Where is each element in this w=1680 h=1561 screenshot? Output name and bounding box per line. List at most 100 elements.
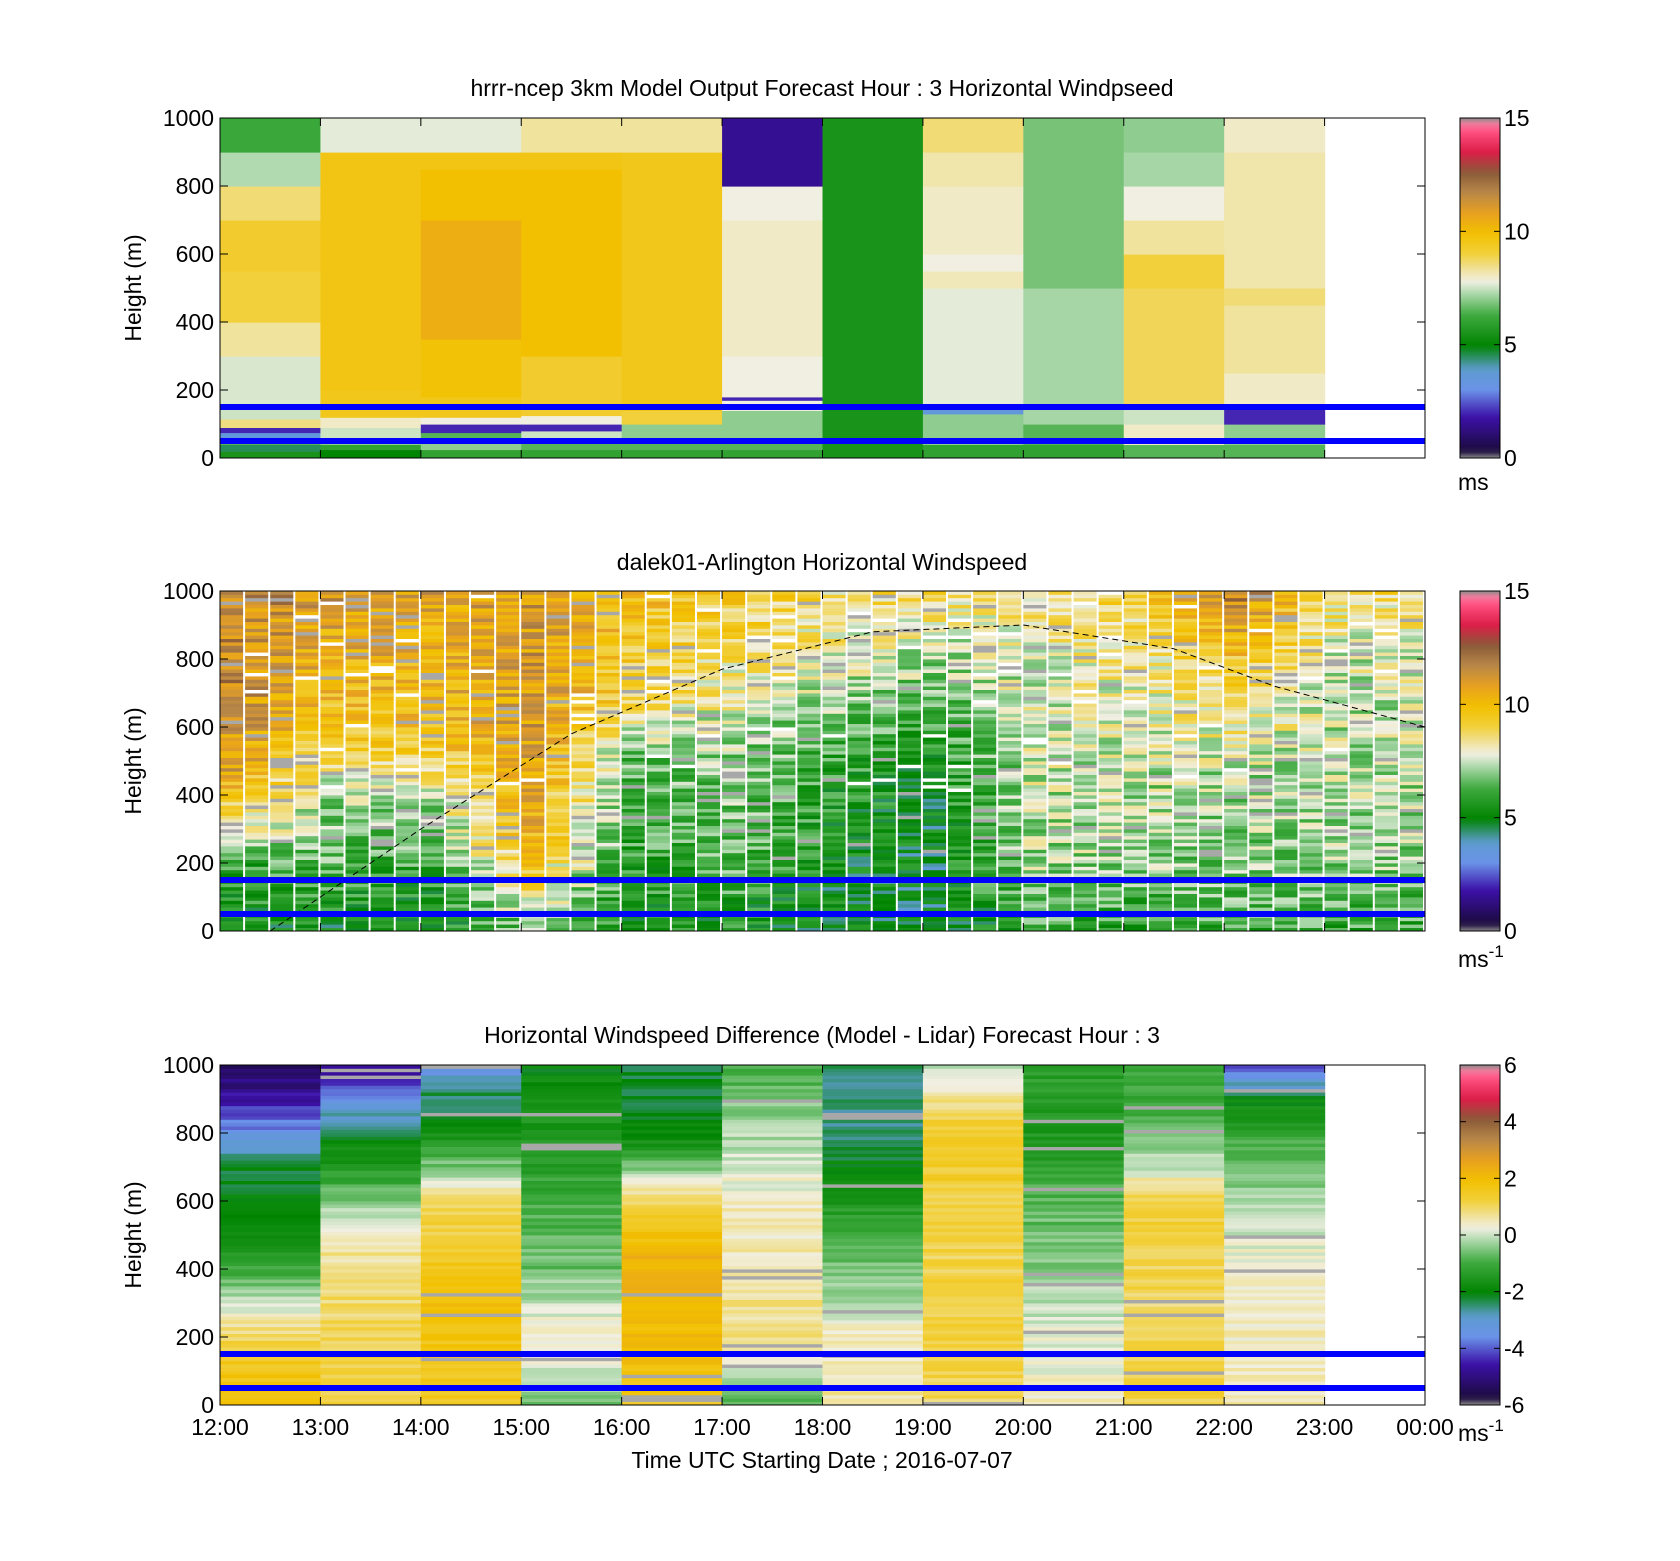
heatmap-cell xyxy=(345,621,369,626)
heatmap-cell xyxy=(496,829,520,833)
heatmap-cell xyxy=(922,900,947,905)
heatmap-cell xyxy=(1349,665,1373,670)
heatmap-cell xyxy=(220,886,244,891)
heatmap-cell xyxy=(295,628,319,633)
heatmap-cell xyxy=(671,808,695,813)
heatmap-cell xyxy=(973,669,997,673)
heatmap-cell xyxy=(772,907,796,911)
heatmap-cell xyxy=(772,842,796,847)
heatmap-cell xyxy=(1349,886,1373,891)
heatmap-cell xyxy=(521,672,545,677)
heatmap-cell xyxy=(546,829,570,833)
heatmap-cell xyxy=(1299,883,1323,888)
heatmap-cell xyxy=(1148,744,1172,748)
heatmap-cell xyxy=(671,757,695,762)
heatmap-cell xyxy=(320,625,344,629)
heatmap-cell xyxy=(1123,621,1147,626)
heatmap-cell xyxy=(897,737,921,741)
heatmap-cell xyxy=(948,693,972,697)
heatmap-cell xyxy=(471,716,495,721)
heatmap-cell xyxy=(521,659,545,663)
heatmap-cell xyxy=(1123,635,1147,639)
heatmap-cell xyxy=(245,839,269,843)
heatmap-cell xyxy=(596,829,620,833)
heatmap-cell xyxy=(1023,920,1047,925)
heatmap-cell xyxy=(621,655,645,660)
heatmap-cell xyxy=(370,886,394,891)
heatmap-cell xyxy=(1148,659,1172,663)
heatmap-cell xyxy=(521,859,545,864)
heatmap-cell xyxy=(245,788,269,792)
heatmap-cell xyxy=(395,703,419,707)
heatmap-cell xyxy=(621,594,645,599)
heatmap-cell xyxy=(998,788,1022,792)
heatmap-cell xyxy=(295,703,319,707)
heatmap-cell xyxy=(295,808,319,813)
heatmap-cell xyxy=(1123,740,1147,745)
heatmap-cell xyxy=(270,825,294,830)
heatmap-cell xyxy=(797,744,821,748)
heatmap-cell xyxy=(797,625,821,629)
heatmap-cell xyxy=(722,727,746,731)
heatmap-cell xyxy=(1224,669,1248,673)
heatmap-cell xyxy=(696,869,721,874)
heatmap-cell xyxy=(922,924,947,928)
heatmap-cell xyxy=(1249,689,1273,694)
heatmap-cell xyxy=(220,594,244,599)
heatmap-cell xyxy=(1399,696,1423,701)
heatmap-cell xyxy=(1349,757,1373,762)
heatmap-cell xyxy=(847,801,871,806)
heatmap-cell xyxy=(546,648,570,653)
heatmap-cell xyxy=(1023,829,1047,833)
heatmap-cell xyxy=(772,883,796,888)
heatmap-cell xyxy=(1148,679,1172,684)
heatmap-cell xyxy=(596,591,620,595)
heatmap-cell xyxy=(722,638,746,643)
heatmap-cell xyxy=(345,754,369,758)
heatmap-cell xyxy=(1349,648,1373,653)
heatmap-cell xyxy=(922,652,947,656)
heatmap-cell xyxy=(671,652,695,656)
heatmap-cell xyxy=(772,757,796,762)
heatmap-cell xyxy=(1299,900,1323,905)
heatmap-cell xyxy=(220,614,244,619)
heatmap-cell xyxy=(546,927,570,931)
heatmap-cell xyxy=(320,390,422,418)
heatmap-cell xyxy=(496,659,520,663)
heatmap-cell xyxy=(772,662,796,667)
heatmap-cell xyxy=(1224,812,1248,816)
heatmap-cell xyxy=(546,900,570,905)
heatmap-cell xyxy=(847,869,871,874)
heatmap-cell xyxy=(245,920,269,925)
heatmap-cell xyxy=(521,863,545,867)
heatmap-cell xyxy=(1374,614,1398,619)
heatmap-cell xyxy=(295,791,319,796)
heatmap-cell xyxy=(998,890,1022,894)
heatmap-cell xyxy=(973,723,997,728)
heatmap-cell xyxy=(797,839,821,843)
heatmap-cell xyxy=(1098,679,1122,684)
heatmap-cell xyxy=(295,744,319,748)
heatmap-cell xyxy=(395,927,419,931)
heatmap-cell xyxy=(822,883,846,888)
heatmap-cell xyxy=(395,863,419,867)
heatmap-cell xyxy=(1073,679,1097,684)
heatmap-cell xyxy=(621,628,645,633)
heatmap-cell xyxy=(370,750,394,755)
heatmap-cell xyxy=(445,737,470,741)
heatmap-cell xyxy=(1274,740,1298,745)
heatmap-cell xyxy=(948,869,972,874)
heatmap-cell xyxy=(220,849,244,854)
heatmap-cell xyxy=(245,591,269,595)
heatmap-cell xyxy=(270,679,294,684)
heatmap-cell xyxy=(1073,611,1097,616)
heatmap-cell xyxy=(496,669,520,673)
heatmap-cell xyxy=(973,846,997,850)
heatmap-cell xyxy=(245,846,269,850)
heatmap-cell xyxy=(320,767,344,772)
heatmap-cell xyxy=(1048,805,1072,809)
heatmap-cell xyxy=(521,886,545,891)
heatmap-cell xyxy=(320,659,344,663)
heatmap-cell xyxy=(1199,638,1223,643)
heatmap-cell xyxy=(696,859,721,864)
